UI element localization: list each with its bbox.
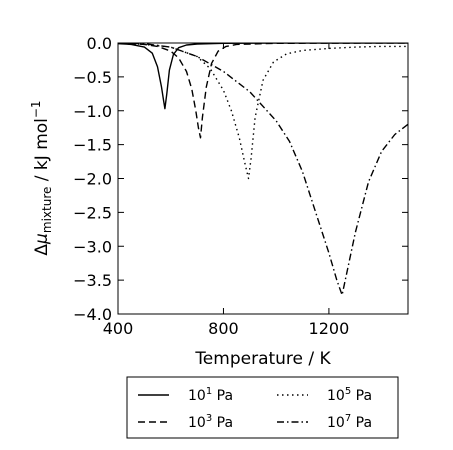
series-lines xyxy=(118,43,408,296)
x-tick-label: 1200 xyxy=(309,319,350,338)
legend-item-1: 101 Pa xyxy=(138,386,233,404)
axis-ticks: 400 800 1200 0.0 −0.5 −1.0 −1.5 −2.0 −2.5 −3.0 −3.… xyxy=(73,34,408,338)
x-tick-label: 800 xyxy=(208,319,239,338)
series-line-2 xyxy=(118,43,408,139)
y-tick-label: −1.5 xyxy=(73,136,112,155)
y-tick-label: 0.0 xyxy=(87,34,112,53)
legend-entries: 101 Pa 103 Pa 105 Pa 107 Pa xyxy=(138,386,372,431)
legend-item-2: 103 Pa xyxy=(138,413,233,431)
series-line-1 xyxy=(118,43,408,110)
y-label-mu: μ xyxy=(32,233,52,245)
series-line-3 xyxy=(118,43,408,180)
legend-box xyxy=(126,376,399,439)
legend: 101 Pa 103 Pa 105 Pa 107 Pa xyxy=(126,376,399,439)
y-axis-label: Δμmixture / kJ mol−1 xyxy=(29,100,54,255)
y-tick-label: −2.0 xyxy=(73,170,112,189)
y-label-delta: Δ xyxy=(32,244,52,256)
legend-label: 103 Pa xyxy=(188,413,233,431)
y-label-unit: / kJ mol xyxy=(32,118,52,186)
y-tick-label: −4.0 xyxy=(73,305,112,324)
y-label-subscript: mixture xyxy=(40,187,54,234)
series-line-4 xyxy=(118,43,408,296)
y-tick-label: −1.0 xyxy=(73,102,112,121)
legend-label: 101 Pa xyxy=(188,386,233,404)
y-tick-label: −3.5 xyxy=(73,271,112,290)
y-tick-label: −2.5 xyxy=(73,203,112,222)
y-tick-label: −3.0 xyxy=(73,237,112,256)
x-tick-label: 400 xyxy=(103,319,134,338)
y-label-superscript: −1 xyxy=(29,100,43,118)
x-axis-label: Temperature / K xyxy=(194,349,331,369)
legend-label: 105 Pa xyxy=(327,386,372,404)
y-tick-label: −0.5 xyxy=(73,68,112,87)
legend-item-4: 107 Pa xyxy=(277,413,372,431)
legend-label: 107 Pa xyxy=(327,413,372,431)
legend-item-3: 105 Pa xyxy=(277,386,372,404)
